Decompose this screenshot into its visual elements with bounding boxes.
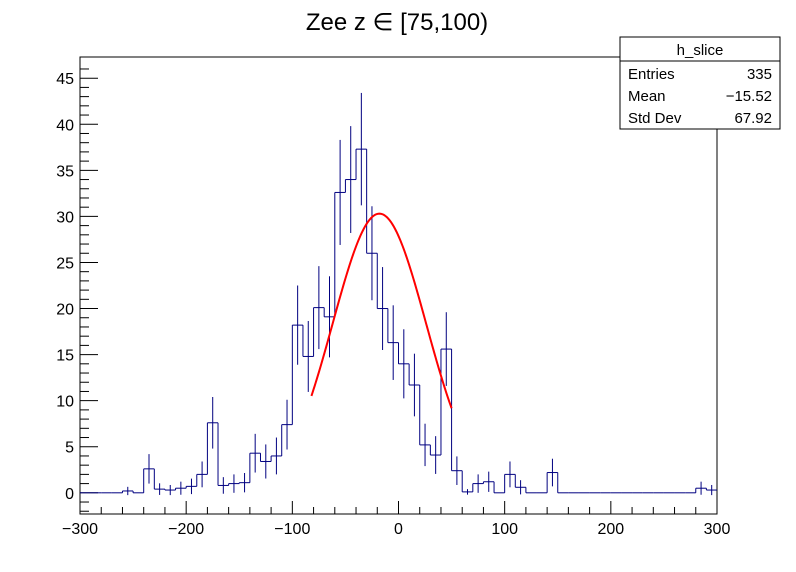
stats-stddev-label: Std Dev <box>628 110 682 127</box>
axes: −300 −200 −100 0 100 200 300 0 5 10 15 20 25 30 35 40 45 <box>56 68 731 538</box>
y-tick-label: 5 <box>65 440 74 457</box>
stats-box: h_slice Entries 335 Mean −15.52 Std Dev … <box>619 36 781 130</box>
x-tick-label: 100 <box>491 521 518 538</box>
stats-mean-value: −15.52 <box>726 88 772 105</box>
x-tick-label: 300 <box>704 521 731 538</box>
y-tick-label: 0 <box>65 486 74 503</box>
x-tick-label: 200 <box>597 521 624 538</box>
x-tick-label: −100 <box>274 521 310 538</box>
y-tick-label: 15 <box>56 348 74 365</box>
y-tick-label: 25 <box>56 255 74 272</box>
gaussian-fit-curve <box>310 212 453 409</box>
chart-title: Zee z ∈ [75,100) <box>306 9 488 36</box>
fit-curve-group <box>310 212 453 409</box>
stats-box-title: h_slice <box>677 42 724 59</box>
y-tick-label: 45 <box>56 71 74 88</box>
x-tick-label: −200 <box>168 521 204 538</box>
y-tick-label: 40 <box>56 117 74 134</box>
y-tick-label: 20 <box>56 302 74 319</box>
y-tick-label: 30 <box>56 209 74 226</box>
y-tick-label: 35 <box>56 163 74 180</box>
stats-entries-value: 335 <box>747 66 772 83</box>
stats-entries-label: Entries <box>628 66 675 83</box>
stats-box-frame <box>619 36 781 130</box>
histogram-series <box>80 92 717 496</box>
stats-stddev-value: 67.92 <box>734 110 772 127</box>
stats-mean-label: Mean <box>628 88 666 105</box>
x-tick-label: 0 <box>394 521 403 538</box>
y-tick-label: 10 <box>56 394 74 411</box>
x-tick-label: −300 <box>62 521 98 538</box>
